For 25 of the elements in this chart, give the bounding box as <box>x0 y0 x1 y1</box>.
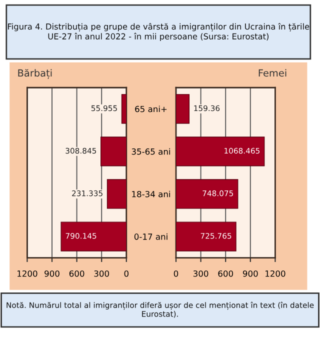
bar <box>176 222 236 252</box>
x-tick-label: 0 <box>174 270 178 277</box>
x-tick-label: 1200 <box>266 270 286 277</box>
y-tick-label: 18-34 ani <box>132 190 170 198</box>
bar <box>106 179 126 209</box>
y-tick-label: 35-65 ani <box>132 148 170 155</box>
x-tick-label: 900 <box>242 270 258 277</box>
chart-title: Femei <box>258 69 286 77</box>
x-tick-label: 600 <box>218 270 233 277</box>
x-tick-label: 900 <box>44 270 60 277</box>
bar <box>176 136 265 166</box>
y-tick-label: 65 ani+ <box>135 106 167 112</box>
bar <box>100 136 126 166</box>
y-tick-label: 0-17 ani <box>134 233 168 240</box>
x-tick-label: 300 <box>193 270 208 277</box>
text: Figura 4. Distribuția pe grupe de vârstă a imigranților din Ucraina în țările UE-27 în anul 2022 - în mii persoane (Sursa: Eurostat) <box>8 22 310 42</box>
x-tick-label: 0 <box>124 270 128 277</box>
x-tick-label: 1200 <box>18 270 38 277</box>
bar <box>176 179 238 209</box>
bar <box>121 94 126 124</box>
x-tick-label: 300 <box>94 270 109 277</box>
bar <box>60 222 126 252</box>
x-tick-label: 600 <box>69 270 84 277</box>
bar <box>176 94 190 124</box>
chart-title: Bărbați <box>18 69 52 79</box>
